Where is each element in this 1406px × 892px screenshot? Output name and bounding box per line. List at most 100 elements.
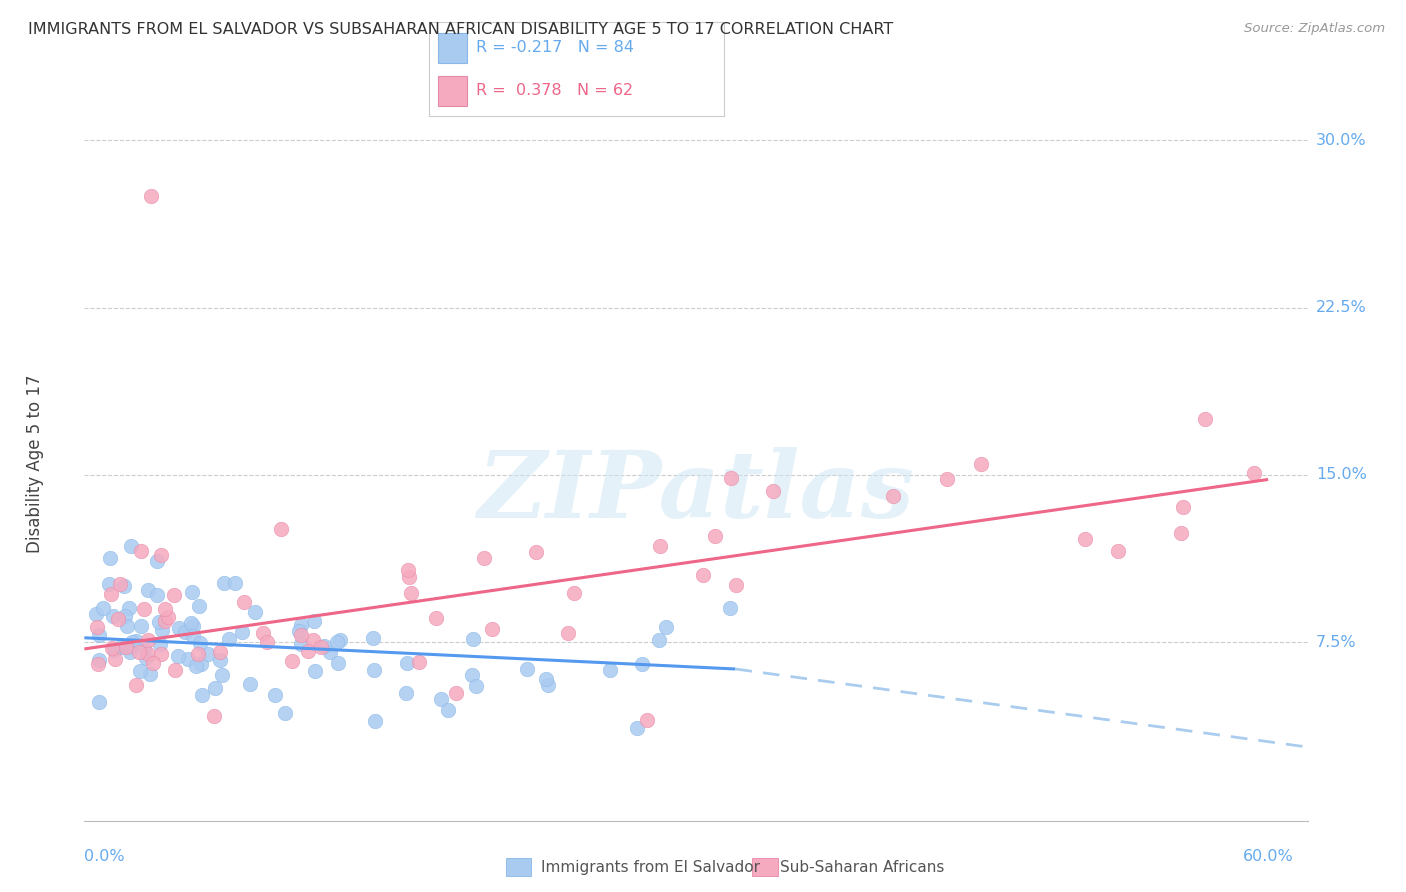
Point — [363, 663, 385, 677]
Point — [399, 586, 422, 600]
Point — [288, 624, 311, 638]
FancyBboxPatch shape — [437, 33, 467, 62]
Point — [304, 664, 326, 678]
Point — [169, 621, 191, 635]
Point — [166, 649, 188, 664]
Point — [149, 648, 172, 662]
Point — [444, 686, 467, 700]
Point — [212, 576, 235, 591]
Point — [177, 652, 200, 666]
Point — [98, 550, 121, 565]
Point — [325, 635, 347, 649]
Point — [142, 656, 165, 670]
Point — [472, 550, 495, 565]
Point — [87, 657, 110, 671]
Point — [636, 714, 658, 728]
Point — [139, 189, 162, 203]
Point — [290, 636, 312, 650]
Point — [181, 585, 204, 599]
Point — [97, 577, 120, 591]
Point — [114, 640, 136, 654]
Point — [180, 615, 202, 630]
Point — [425, 610, 447, 624]
Point — [93, 600, 115, 615]
Point — [100, 587, 122, 601]
Point — [319, 645, 342, 659]
Point — [536, 672, 558, 686]
Point — [129, 544, 152, 558]
Point — [704, 529, 727, 543]
Point — [197, 647, 219, 661]
Point — [231, 625, 253, 640]
Point — [398, 570, 420, 584]
Point — [108, 576, 131, 591]
Point — [650, 539, 672, 553]
Point — [1170, 525, 1192, 540]
Point — [280, 654, 302, 668]
Point — [101, 608, 124, 623]
Point — [224, 575, 246, 590]
Point — [655, 620, 678, 634]
Point — [103, 643, 125, 657]
Text: Source: ZipAtlas.com: Source: ZipAtlas.com — [1244, 22, 1385, 36]
Point — [936, 473, 959, 487]
Point — [328, 656, 350, 670]
Point — [129, 665, 152, 679]
Point — [132, 601, 155, 615]
Point — [148, 615, 170, 629]
Point — [290, 627, 312, 641]
Point — [309, 640, 332, 655]
Point — [202, 709, 225, 723]
Point — [274, 706, 297, 720]
Point — [134, 641, 156, 656]
Point — [208, 645, 231, 659]
Point — [107, 612, 129, 626]
Point — [312, 639, 335, 653]
Point — [437, 703, 460, 717]
Point — [465, 679, 488, 693]
Point — [270, 522, 292, 536]
Point — [537, 678, 560, 692]
Point — [121, 635, 143, 649]
Point — [118, 640, 141, 654]
Text: 15.0%: 15.0% — [1316, 467, 1367, 483]
Point — [290, 618, 312, 632]
Point — [252, 625, 274, 640]
Point — [1194, 412, 1216, 426]
Point — [135, 650, 157, 665]
Point — [136, 647, 159, 661]
Point — [408, 655, 430, 669]
Text: 7.5%: 7.5% — [1316, 635, 1357, 649]
Point — [256, 635, 278, 649]
Point — [692, 568, 714, 582]
Point — [86, 620, 108, 634]
Point — [1243, 467, 1265, 481]
Point — [297, 643, 319, 657]
Point — [1074, 532, 1097, 546]
Point — [114, 608, 136, 623]
Point — [118, 601, 141, 615]
Point — [157, 609, 180, 624]
Point — [304, 614, 326, 628]
Point — [104, 652, 127, 666]
Point — [243, 605, 266, 619]
Point — [184, 659, 207, 673]
Point — [516, 662, 538, 676]
Point — [181, 629, 204, 643]
Point — [162, 588, 184, 602]
Point — [165, 664, 187, 678]
Text: Disability Age 5 to 17: Disability Age 5 to 17 — [27, 375, 45, 553]
Text: 22.5%: 22.5% — [1316, 301, 1367, 315]
Point — [188, 599, 211, 613]
Point — [396, 563, 419, 577]
Point — [84, 607, 107, 622]
Point — [361, 632, 384, 646]
Point — [430, 692, 453, 706]
Point — [238, 677, 260, 691]
Point — [125, 633, 148, 648]
Point — [725, 578, 748, 592]
Point — [762, 483, 785, 498]
Point — [599, 663, 621, 677]
Point — [395, 686, 418, 700]
Point — [648, 633, 671, 648]
